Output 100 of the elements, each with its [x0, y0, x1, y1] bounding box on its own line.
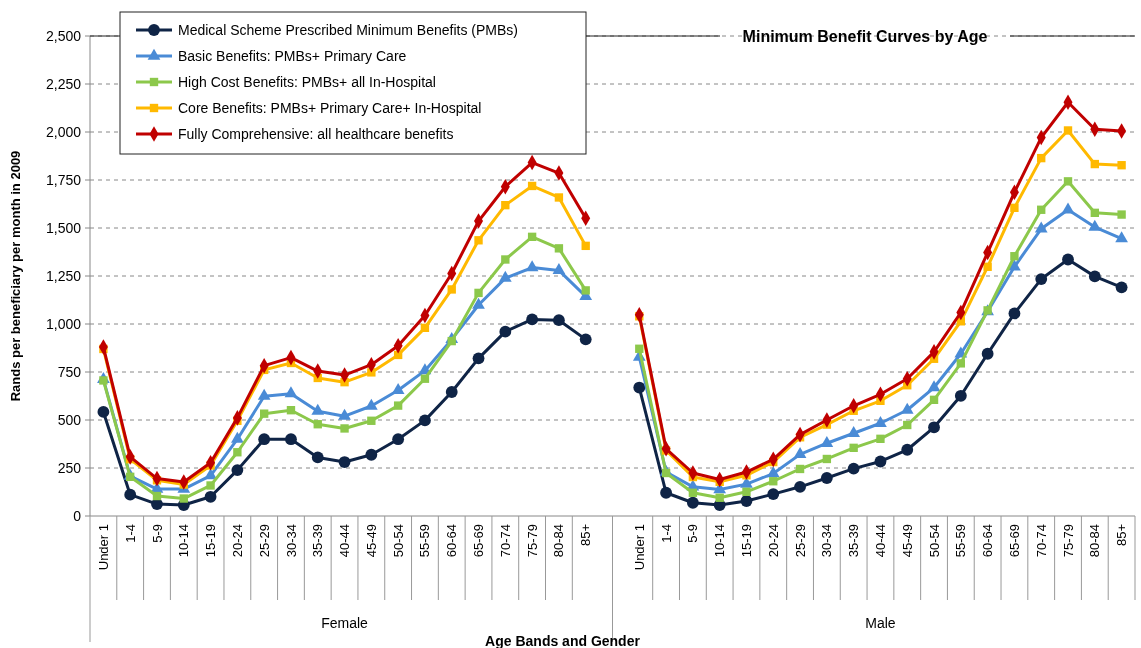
point [206, 481, 215, 490]
point [257, 388, 271, 400]
x-tick-label: 50-54 [926, 524, 942, 558]
point [903, 420, 912, 430]
point [715, 493, 724, 502]
point [1063, 126, 1073, 135]
point [554, 193, 564, 202]
y-tick-label: 1,250 [45, 267, 82, 284]
x-tick-label: 1-4 [658, 524, 674, 543]
point [820, 472, 833, 484]
point [956, 359, 966, 368]
y-tick-label: 500 [57, 411, 82, 428]
point [367, 416, 376, 425]
point [526, 313, 539, 326]
x-tick-label: 60-64 [980, 524, 996, 558]
point [849, 443, 858, 453]
point [1117, 161, 1126, 170]
point [954, 389, 967, 402]
x-tick-label: Under 1 [95, 524, 111, 571]
point [795, 464, 805, 474]
x-tick-label: 60-64 [444, 524, 460, 558]
x-tick-label: 15-19 [203, 524, 219, 558]
point [1061, 202, 1075, 214]
chart-title: Minimum Benefit Curves by Age [742, 27, 988, 45]
legend-label: Basic Benefits: PMBs+ Primary Care [178, 47, 407, 64]
point [1115, 281, 1128, 294]
point [581, 241, 590, 251]
point [233, 448, 242, 457]
point [258, 433, 271, 446]
point [1010, 203, 1019, 213]
x-tick-label: 80-84 [551, 524, 567, 558]
point [660, 486, 673, 499]
x-tick-label: 45-49 [363, 524, 379, 558]
x-tick-label: 70-74 [1033, 524, 1049, 558]
x-tick-label: 75-79 [1060, 524, 1076, 558]
point [874, 415, 887, 427]
point [527, 232, 537, 242]
x-tick-label: 10-14 [712, 524, 728, 558]
x-tick-label: 35-39 [846, 524, 862, 558]
point [419, 414, 431, 427]
x-tick-label: 65-69 [1006, 524, 1022, 558]
x-tick-label: 50-54 [390, 524, 406, 558]
point [97, 406, 110, 418]
point [204, 490, 217, 503]
point [1090, 159, 1099, 169]
point [900, 402, 914, 414]
x-tick-label: 30-34 [819, 524, 835, 558]
y-tick-label: 2,500 [45, 27, 82, 44]
x-tick-label: 20-24 [765, 524, 781, 558]
x-tick-label: 15-19 [739, 524, 755, 558]
point [927, 380, 941, 392]
point [1034, 221, 1048, 233]
point [501, 200, 510, 210]
point [338, 456, 351, 468]
point [474, 236, 483, 245]
x-tick-label: 25-29 [792, 524, 808, 558]
point [633, 381, 646, 394]
point [392, 433, 405, 446]
x-tick-label: 35-39 [310, 524, 326, 558]
legend-label: High Cost Benefits: PMBs+ all In-Hospital [178, 73, 436, 90]
point [847, 462, 860, 475]
point [742, 487, 751, 496]
point [525, 260, 539, 272]
point [767, 488, 780, 501]
point [447, 285, 456, 294]
y-tick-label: 2,250 [45, 75, 82, 92]
point [152, 491, 162, 501]
point [393, 401, 403, 410]
point [1088, 270, 1101, 283]
x-tick-label: 20-24 [229, 524, 245, 558]
x-tick-label: 1-4 [122, 524, 138, 543]
y-tick-label: 250 [57, 459, 82, 476]
point [472, 297, 485, 309]
point [822, 454, 832, 464]
x-tick-label: 55-59 [417, 524, 433, 558]
point [1117, 210, 1126, 219]
point [364, 398, 378, 410]
y-axis-title: Rands per beneficiary per month in 2009 [8, 150, 23, 402]
point [126, 472, 135, 482]
point [501, 255, 510, 264]
point [929, 395, 939, 405]
point [876, 434, 885, 443]
y-tick-label: 1,750 [45, 171, 82, 188]
point [1090, 208, 1099, 218]
x-tick-label: 80-84 [1087, 524, 1103, 558]
point [1037, 153, 1046, 163]
point [338, 408, 351, 420]
legend-label: Medical Scheme Prescribed Minimum Benefits (PMBs) [178, 21, 518, 38]
x-tick-label: 40-44 [337, 524, 353, 558]
x-tick-label: Under 1 [631, 524, 647, 571]
point [766, 466, 780, 478]
point [472, 352, 485, 365]
y-tick-label: 1,000 [45, 315, 82, 332]
x-tick-label: 5-9 [685, 524, 701, 543]
point [1010, 252, 1019, 261]
point [1088, 219, 1102, 231]
point [552, 263, 566, 275]
point [847, 425, 861, 437]
x-tick-label: 40-44 [873, 524, 888, 558]
y-tick-label: 750 [57, 363, 82, 380]
